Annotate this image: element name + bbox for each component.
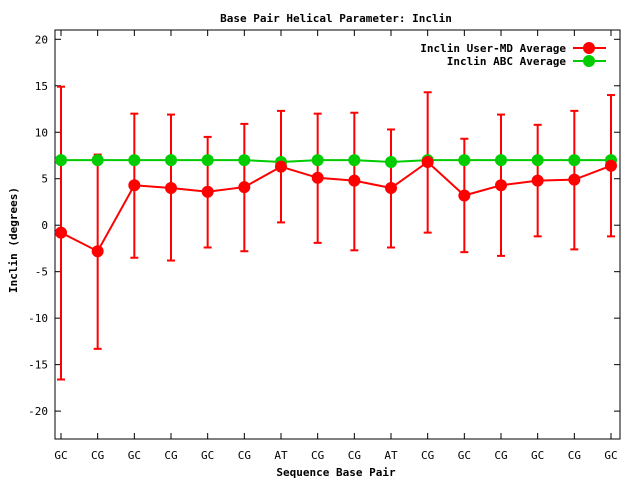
x-tick-label: CG xyxy=(311,449,324,462)
data-point xyxy=(531,154,544,167)
data-point xyxy=(348,174,361,187)
data-point xyxy=(91,245,104,258)
data-point xyxy=(458,189,471,202)
x-tick-label: CG xyxy=(348,449,361,462)
legend-label: Inclin User-MD Average xyxy=(420,42,566,55)
legend-label: Inclin ABC Average xyxy=(447,55,567,68)
data-point xyxy=(348,154,361,167)
x-tick-label: GC xyxy=(531,449,544,462)
data-point xyxy=(238,181,251,194)
data-point xyxy=(128,179,141,192)
x-tick-label: GC xyxy=(604,449,617,462)
y-tick-label: 15 xyxy=(35,80,48,93)
data-point xyxy=(238,154,251,167)
series-line xyxy=(60,160,612,253)
series-line xyxy=(61,159,611,163)
points-layer xyxy=(55,154,617,258)
x-tick-label: CG xyxy=(238,449,251,462)
data-point xyxy=(165,154,177,167)
error-bars-layer xyxy=(57,85,615,381)
x-tick-label: GC xyxy=(201,449,214,462)
data-point xyxy=(605,159,617,172)
data-point xyxy=(55,226,67,239)
plot-frame xyxy=(54,29,621,440)
ticks-layer: -20 -15 -10 -5 0 5 10 15 20 GC CG GC CG GC CG AT CG CG AT C… xyxy=(28,30,620,462)
data-point xyxy=(128,154,141,167)
x-tick-label: CG xyxy=(164,449,177,462)
y-tick-label: -10 xyxy=(28,312,48,325)
data-point xyxy=(91,154,104,167)
x-tick-label: GC xyxy=(54,449,67,462)
data-point xyxy=(458,154,471,167)
data-point xyxy=(275,160,287,173)
data-point xyxy=(495,154,507,167)
x-tick-label: GC xyxy=(128,449,141,462)
x-tick-label: CG xyxy=(91,449,104,462)
data-point xyxy=(385,182,397,195)
x-tick-label: AT xyxy=(384,449,398,462)
data-point xyxy=(385,155,397,168)
y-tick-label: -20 xyxy=(28,405,48,418)
y-tick-label: 10 xyxy=(35,126,48,139)
data-point xyxy=(568,173,581,186)
data-point xyxy=(568,154,581,167)
data-point xyxy=(165,182,177,195)
data-point xyxy=(495,179,507,192)
x-tick-label: CG xyxy=(421,449,434,462)
data-point xyxy=(311,171,324,184)
chart-title: Base Pair Helical Parameter: Inclin xyxy=(220,12,452,25)
x-axis-label: Sequence Base Pair xyxy=(276,466,396,479)
data-point xyxy=(55,154,67,167)
series-lines-layer xyxy=(60,159,612,253)
y-axis-label: Inclin (degrees) xyxy=(7,187,20,293)
x-tick-label: CG xyxy=(494,449,507,462)
data-point xyxy=(421,155,434,168)
data-point xyxy=(201,185,214,198)
x-tick-label: AT xyxy=(274,449,288,462)
y-tick-label: -15 xyxy=(28,359,48,372)
data-point xyxy=(311,154,324,167)
x-tick-label: GC xyxy=(458,449,471,462)
y-tick-label: -5 xyxy=(35,266,48,279)
data-point xyxy=(531,174,544,187)
legend-marker xyxy=(583,42,595,54)
data-point xyxy=(201,154,214,167)
legend-marker xyxy=(583,55,595,67)
y-tick-label: 0 xyxy=(41,219,48,232)
y-tick-label: 20 xyxy=(35,33,48,46)
x-tick-label: CG xyxy=(568,449,581,462)
y-tick-label: 5 xyxy=(41,173,48,186)
